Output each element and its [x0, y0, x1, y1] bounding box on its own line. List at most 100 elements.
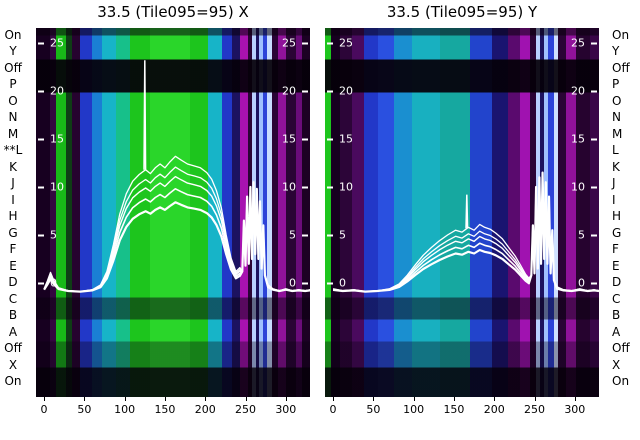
y-tick-left-15: 15: [327, 133, 353, 146]
axis-row-label-o-left-4: O: [8, 93, 18, 108]
panel-x-title: 33.5 (Tile095=95) X: [97, 3, 249, 21]
y-tick-left-5: 5: [327, 229, 346, 242]
axis-row-label-l-left-7: **L: [3, 143, 23, 158]
y-tick-left-25: 25: [38, 37, 64, 50]
y-tick-mark: [591, 42, 597, 44]
axis-row-label-p-right-3: P: [612, 77, 620, 92]
y-tick-left-25: 25: [327, 37, 353, 50]
axis-row-label-i-right-10: I: [612, 192, 616, 207]
y-tick-value: 15: [282, 132, 296, 146]
y-tick-mark: [302, 234, 308, 236]
x-tick-mark: [245, 397, 247, 401]
x-tick-mark: [413, 397, 415, 401]
y-tick-right-0: 0: [289, 277, 308, 290]
y-tick-mark: [38, 186, 44, 188]
x-tick-label-250: 250: [524, 403, 546, 416]
y-tick-mark: [302, 138, 308, 140]
axis-row-label-off-left-19: Off: [4, 341, 22, 356]
heatmap-dark-bands-y: [325, 28, 599, 397]
y-tick-left-20: 20: [327, 85, 353, 98]
x-tick-mark: [534, 397, 536, 401]
y-tick-value: 20: [571, 84, 585, 98]
axis-row-label-a-right-18: A: [612, 324, 621, 339]
x-tick-mark: [285, 397, 287, 401]
axis-row-label-y-left-1: Y: [9, 44, 17, 59]
right-axis-row-labels: On Y Off P O N M L K J I H G F E D C B A Off X On: [608, 0, 638, 440]
axis-row-label-d-left-15: D: [8, 275, 18, 290]
y-tick-value: 15: [339, 132, 353, 146]
y-tick-value: 5: [289, 228, 296, 242]
y-tick-mark: [38, 42, 44, 44]
heatmap-panel-x: 25 25 20 20 15 15 10 10 5 5 0 0: [36, 28, 310, 397]
axis-row-label-x-right-20: X: [612, 357, 621, 372]
axis-row-label-a-left-18: A: [8, 324, 18, 339]
x-tick-label-50: 50: [77, 403, 92, 416]
x-tick-mark: [124, 397, 126, 401]
y-tick-mark: [38, 138, 44, 140]
axis-row-label-off-left-2: Off: [4, 60, 22, 75]
axis-row-label-j-left-9: J: [11, 176, 15, 191]
heatmap-panel-y: 25 25 20 20 15 15 10 10 5 5 0 0: [325, 28, 599, 397]
y-tick-mark: [591, 282, 597, 284]
y-tick-mark: [302, 90, 308, 92]
axis-row-label-h-right-11: H: [612, 209, 622, 224]
y-tick-left-10: 10: [327, 181, 353, 194]
y-tick-value: 25: [282, 36, 296, 50]
left-axis-row-labels: On Y Off P O N M **L K J I H G F E D C B A Off X On: [0, 0, 30, 440]
y-tick-mark: [591, 234, 597, 236]
axis-row-label-m-right-6: M: [612, 126, 623, 141]
x-tick-mark: [494, 397, 496, 401]
axis-row-label-g-left-12: G: [8, 225, 18, 240]
white-trace-overlay-y: [332, 171, 599, 293]
x-tick-mark: [574, 397, 576, 401]
heatmap-dark-bands-x: [36, 28, 310, 397]
y-tick-mark: [327, 42, 333, 44]
y-tick-value: 10: [282, 180, 296, 194]
axis-row-label-c-left-16: C: [8, 291, 18, 306]
x-tick-label-250: 250: [235, 403, 257, 416]
axis-row-label-g-right-12: G: [612, 225, 622, 240]
y-tick-value: 0: [339, 276, 346, 290]
x-tick-label-0: 0: [329, 403, 337, 416]
y-tick-right-20: 20: [282, 85, 308, 98]
axis-row-label-f-left-13: F: [9, 242, 17, 257]
axis-row-label-on-left-0: On: [4, 28, 22, 42]
y-tick-right-15: 15: [571, 133, 597, 146]
y-tick-value: 5: [339, 228, 346, 242]
axis-row-label-k-right-8: K: [612, 159, 620, 174]
axis-row-label-h-left-11: H: [8, 209, 18, 224]
y-tick-left-20: 20: [38, 85, 64, 98]
x-tick-label-150: 150: [154, 403, 176, 416]
axis-row-label-off-right-2: Off: [612, 60, 630, 75]
x-tick-label-100: 100: [114, 403, 136, 416]
x-tick-mark: [84, 397, 86, 401]
y-tick-right-25: 25: [282, 37, 308, 50]
axis-row-label-o-right-4: O: [612, 93, 622, 108]
axis-row-label-off-right-19: Off: [612, 341, 630, 356]
y-tick-mark: [302, 42, 308, 44]
y-tick-right-5: 5: [289, 229, 308, 242]
axis-row-label-d-right-15: D: [612, 275, 622, 290]
y-tick-value: 15: [50, 132, 64, 146]
x-tick-mark: [205, 397, 207, 401]
y-tick-mark: [327, 234, 333, 236]
y-tick-mark: [327, 138, 333, 140]
x-axis-panel-x: 0 50 100 150 200 250 300: [36, 397, 310, 423]
y-tick-value: 25: [339, 36, 353, 50]
y-tick-right-5: 5: [578, 229, 597, 242]
y-tick-value: 20: [50, 84, 64, 98]
axis-row-label-k-left-8: K: [9, 159, 17, 174]
y-tick-mark: [591, 138, 597, 140]
x-axis-panel-y: 0 50 100 150 200 250 300: [325, 397, 599, 423]
axis-row-label-e-right-14: E: [612, 258, 620, 273]
y-tick-value: 25: [50, 36, 64, 50]
x-tick-mark: [44, 397, 46, 401]
y-tick-value: 0: [289, 276, 296, 290]
x-tick-label-300: 300: [564, 403, 586, 416]
axis-row-label-j-right-9: J: [612, 176, 616, 191]
y-tick-left-10: 10: [38, 181, 64, 194]
axis-row-label-f-right-13: F: [612, 242, 619, 257]
y-tick-value: 10: [50, 180, 64, 194]
x-tick-label-50: 50: [366, 403, 381, 416]
